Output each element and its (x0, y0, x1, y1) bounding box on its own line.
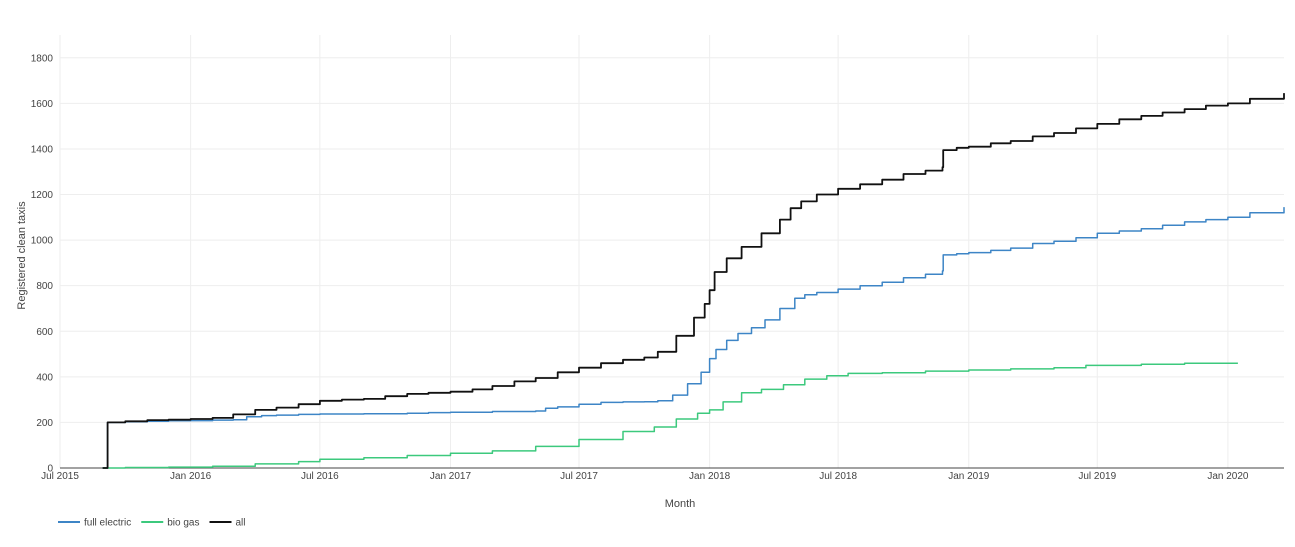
series-line-all (102, 93, 1285, 469)
y-tick-label: 0 (47, 464, 53, 475)
y-tick-label: 800 (36, 281, 53, 292)
gridlines (59, 35, 1284, 468)
legend: full electric bio gas all (58, 518, 246, 529)
legend-item-full-electric[interactable]: full electric (58, 518, 131, 529)
x-tick-label: Jul 2019 (1078, 471, 1116, 482)
x-tick-label: Jul 2016 (301, 471, 339, 482)
y-tick-label: 1200 (31, 190, 54, 201)
y-tick-label: 200 (36, 418, 53, 429)
x-tick-label: Jul 2015 (41, 471, 79, 482)
y-tick-label: 600 (36, 327, 53, 338)
legend-label: all (236, 518, 246, 529)
x-tick-label: Jan 2016 (170, 471, 212, 482)
series-lines (102, 93, 1285, 469)
y-axis-title: Registered clean taxis (16, 201, 28, 310)
legend-item-all[interactable]: all (209, 518, 246, 529)
x-tick-label: Jan 2019 (948, 471, 990, 482)
x-axis-title: Month (665, 498, 696, 510)
y-tick-label: 1400 (31, 144, 54, 155)
series-line-bio-gas (102, 362, 1238, 469)
x-tick-label: Jul 2017 (560, 471, 598, 482)
x-tick-label: Jan 2020 (1207, 471, 1249, 482)
legend-label: full electric (84, 518, 131, 529)
x-tick-label: Jul 2018 (819, 471, 857, 482)
y-tick-label: 400 (36, 372, 53, 383)
y-tick-label: 1600 (31, 99, 54, 110)
y-tick-label: 1000 (31, 236, 54, 247)
legend-label: bio gas (167, 518, 199, 529)
axes: 0 200 400 600 800 1000 1200 1400 1600 1800 Jul 201… (31, 53, 1284, 482)
x-tick-label: Jan 2017 (430, 471, 472, 482)
legend-item-bio-gas[interactable]: bio gas (141, 518, 200, 529)
y-tick-label: 1800 (31, 53, 54, 64)
x-tick-label: Jan 2018 (689, 471, 731, 482)
series-line-full-electric (102, 207, 1285, 469)
